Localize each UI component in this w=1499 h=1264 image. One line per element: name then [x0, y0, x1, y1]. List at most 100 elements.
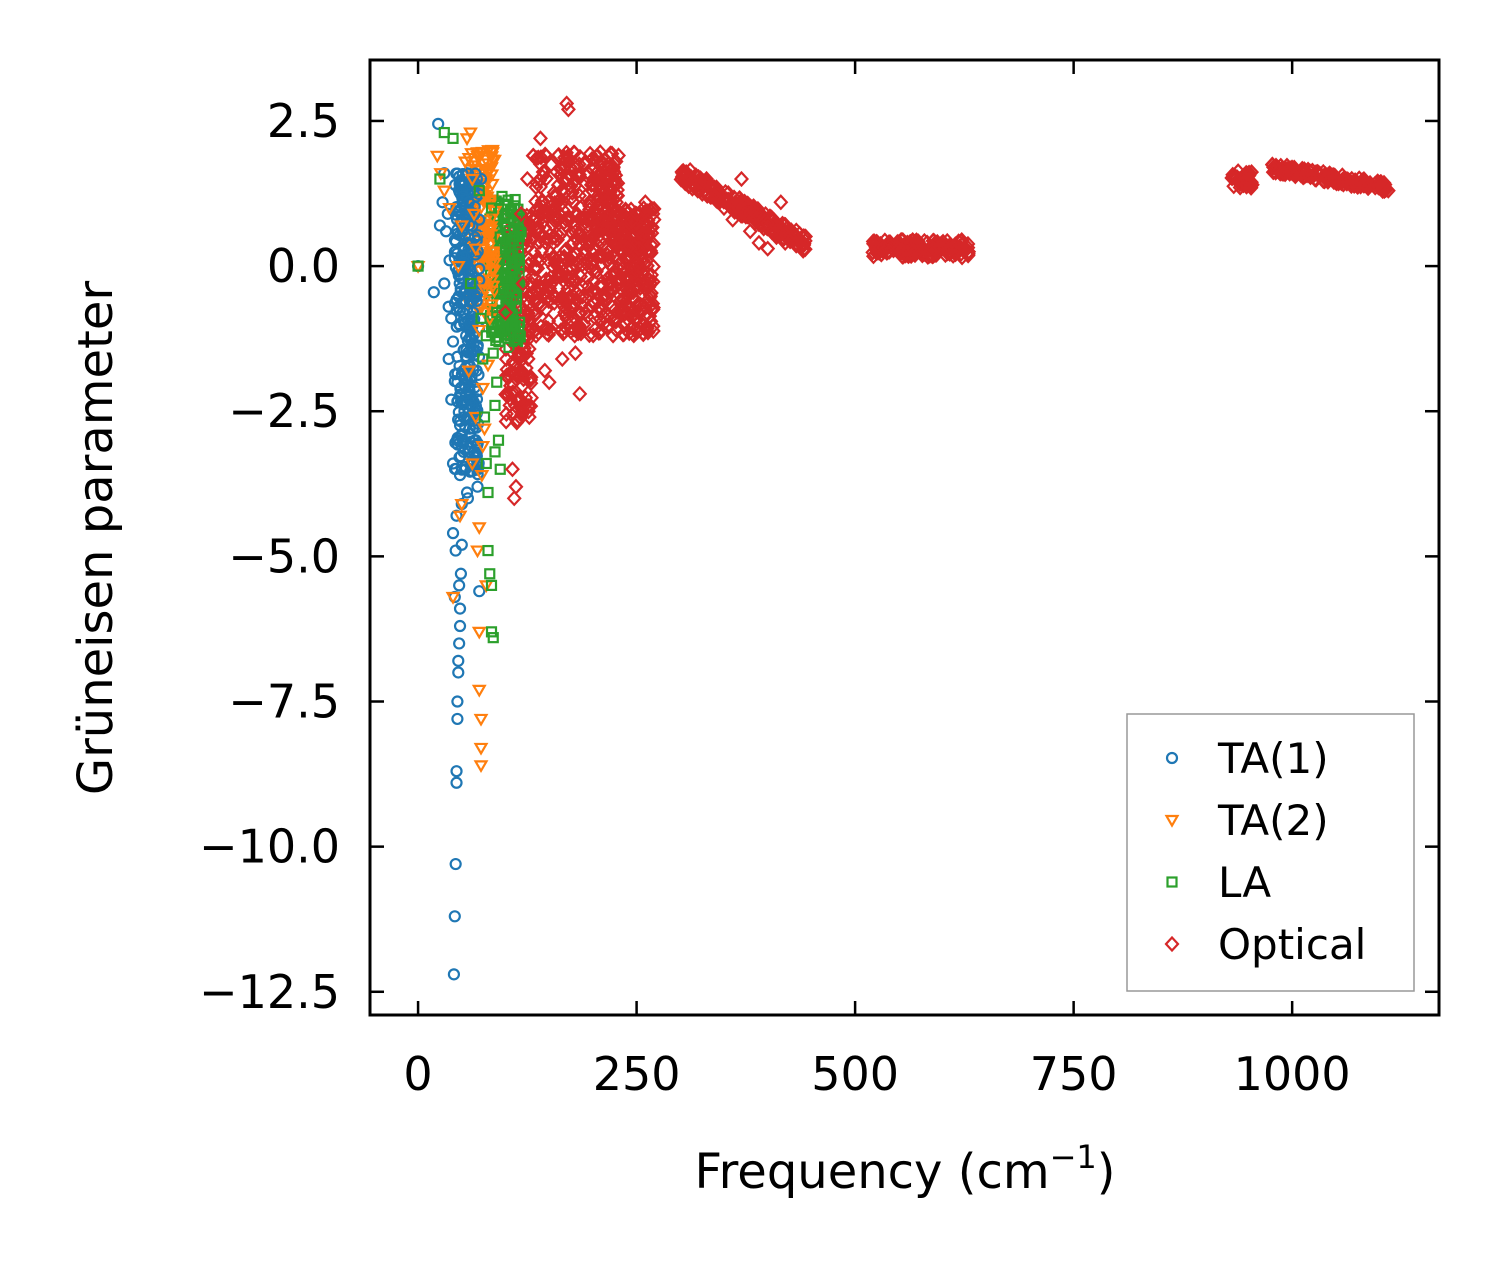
cloud-point	[605, 327, 621, 344]
cloud-point	[537, 146, 553, 163]
data-point	[468, 289, 481, 302]
cloud-point	[894, 241, 910, 258]
data-point	[473, 742, 489, 756]
x-tick-label: 500	[811, 1047, 899, 1101]
data-point	[471, 684, 487, 698]
data-point	[454, 220, 470, 234]
data-point	[477, 353, 489, 365]
cloud-point	[536, 163, 552, 181]
cloud-point	[611, 147, 627, 164]
cloud-point	[1282, 160, 1298, 177]
cloud-point	[519, 291, 535, 309]
data-point	[439, 225, 453, 238]
cloud-point	[553, 257, 569, 275]
cloud-point	[539, 230, 555, 247]
data-point	[460, 387, 473, 400]
data-point	[502, 397, 518, 414]
data-point	[462, 196, 475, 209]
point-cloud-layer	[448, 144, 1394, 481]
data-point	[457, 445, 470, 458]
data-point	[453, 318, 466, 331]
data-point	[572, 385, 588, 402]
cloud-point	[533, 178, 549, 195]
data-point	[460, 486, 474, 499]
cloud-point	[494, 325, 506, 338]
cloud-point	[601, 269, 617, 286]
data-point	[477, 284, 492, 298]
cloud-point	[564, 313, 580, 331]
legend-entry: Optical	[1164, 920, 1366, 969]
cloud-point	[579, 308, 595, 325]
legend-label: LA	[1218, 858, 1271, 907]
series-la	[412, 126, 526, 644]
legend-label: Optical	[1218, 920, 1366, 969]
cloud-point	[471, 287, 484, 300]
cloud-point	[552, 190, 568, 208]
cloud-point	[580, 278, 596, 295]
data-point	[559, 95, 575, 112]
data-point	[447, 968, 461, 981]
data-point	[434, 173, 446, 185]
cloud-point	[451, 367, 464, 380]
cloud-point	[625, 319, 641, 336]
data-point	[451, 695, 464, 708]
data-point	[468, 243, 484, 257]
cloud-point	[522, 322, 538, 339]
cloud-point	[643, 236, 659, 253]
data-point	[448, 910, 461, 923]
data-point	[581, 165, 597, 182]
cloud-point	[564, 268, 580, 286]
data-point	[466, 399, 479, 412]
data-point	[469, 248, 482, 261]
data-point	[480, 457, 492, 470]
data-point	[460, 329, 473, 342]
data-point	[716, 199, 732, 217]
data-point	[576, 316, 592, 333]
legend-entry: TA(1)	[1165, 734, 1329, 783]
x-ticks: 0 250 500 750 1000	[403, 60, 1351, 1101]
data-point	[451, 376, 464, 389]
cloud-point	[473, 202, 489, 215]
cloud-point	[450, 201, 463, 214]
data-point	[760, 240, 776, 257]
data-point	[445, 393, 458, 406]
data-point	[480, 231, 496, 245]
cloud-point	[640, 296, 656, 313]
cloud-point	[628, 321, 644, 338]
cloud-point	[576, 155, 592, 172]
data-point	[532, 130, 548, 147]
data-point	[1227, 170, 1243, 188]
data-point	[436, 196, 449, 209]
y-tick-label: −7.5	[228, 675, 340, 729]
data-point	[464, 458, 480, 472]
x-tick-label: 750	[1030, 1047, 1118, 1101]
data-point	[498, 283, 510, 295]
y-tick-label: −5.0	[228, 529, 340, 583]
cloud-point	[609, 202, 625, 219]
data-point	[690, 182, 706, 199]
cloud-point	[512, 238, 524, 250]
cloud-point	[473, 262, 486, 275]
data-point	[432, 117, 445, 130]
data-point	[1267, 159, 1283, 176]
legend-marker	[1164, 814, 1180, 828]
data-point	[453, 468, 467, 482]
y-tick-label: −10.0	[199, 820, 340, 874]
cloud-point	[600, 243, 616, 260]
data-point	[546, 234, 562, 251]
cloud-point	[547, 212, 563, 229]
cloud-point	[563, 178, 579, 195]
cloud-point	[554, 266, 570, 284]
cloud-point	[565, 321, 581, 338]
data-point	[499, 272, 512, 284]
data-point	[646, 211, 662, 228]
data-point	[484, 162, 499, 176]
cloud-point	[537, 219, 553, 236]
cloud-point	[872, 242, 888, 259]
cloud-point	[727, 195, 743, 213]
series-optical	[497, 95, 1396, 507]
cloud-point	[524, 389, 540, 406]
cloud-point	[570, 158, 586, 175]
data-point	[454, 567, 468, 580]
cloud-point	[541, 326, 557, 344]
